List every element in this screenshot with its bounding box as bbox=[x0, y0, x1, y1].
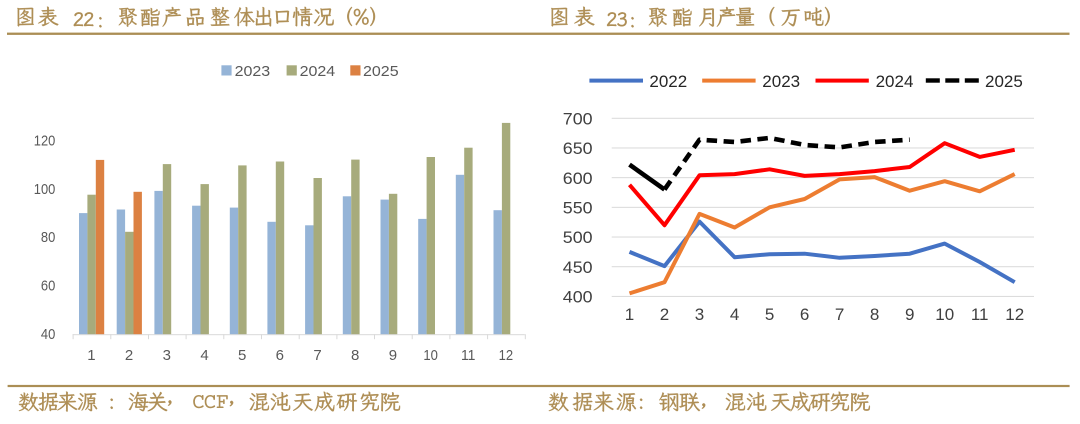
svg-text:12: 12 bbox=[499, 347, 514, 364]
svg-text:700: 700 bbox=[563, 110, 593, 129]
svg-text:2023: 2023 bbox=[762, 72, 800, 91]
svg-text:2025: 2025 bbox=[363, 63, 399, 80]
svg-text:2024: 2024 bbox=[876, 72, 914, 91]
svg-text:650: 650 bbox=[563, 139, 593, 158]
svg-text:5: 5 bbox=[765, 305, 774, 324]
svg-text:11: 11 bbox=[461, 347, 476, 364]
svg-text:11: 11 bbox=[971, 305, 989, 324]
svg-text:6: 6 bbox=[800, 305, 809, 324]
svg-text:60: 60 bbox=[41, 278, 55, 295]
svg-text:2024: 2024 bbox=[300, 63, 336, 80]
svg-text:100: 100 bbox=[34, 181, 56, 198]
svg-text:2025: 2025 bbox=[985, 72, 1023, 91]
svg-text:600: 600 bbox=[563, 169, 593, 188]
svg-text:10: 10 bbox=[423, 347, 438, 364]
svg-text:12: 12 bbox=[1005, 305, 1024, 324]
svg-text:9: 9 bbox=[389, 347, 397, 364]
svg-text:7: 7 bbox=[313, 347, 321, 364]
svg-text:9: 9 bbox=[905, 305, 914, 324]
svg-text:400: 400 bbox=[563, 288, 593, 307]
svg-text:3: 3 bbox=[695, 305, 704, 324]
svg-text:2022: 2022 bbox=[649, 72, 687, 91]
svg-text:450: 450 bbox=[563, 258, 593, 277]
svg-text:10: 10 bbox=[935, 305, 954, 324]
svg-text:6: 6 bbox=[276, 347, 284, 364]
svg-text:5: 5 bbox=[238, 347, 246, 364]
svg-text:550: 550 bbox=[563, 199, 593, 218]
svg-text:120: 120 bbox=[34, 133, 56, 150]
svg-text:1: 1 bbox=[87, 347, 95, 364]
svg-text:3: 3 bbox=[163, 347, 171, 364]
svg-text:2: 2 bbox=[125, 347, 133, 364]
svg-text:40: 40 bbox=[41, 326, 55, 343]
svg-text:2: 2 bbox=[660, 305, 669, 324]
svg-text:8: 8 bbox=[870, 305, 879, 324]
svg-text:2023: 2023 bbox=[235, 63, 271, 80]
svg-text:7: 7 bbox=[835, 305, 844, 324]
svg-text:4: 4 bbox=[200, 347, 208, 364]
svg-text:1: 1 bbox=[625, 305, 634, 324]
svg-text:500: 500 bbox=[563, 228, 593, 247]
svg-text:80: 80 bbox=[41, 229, 55, 246]
svg-text:8: 8 bbox=[351, 347, 359, 364]
svg-text:4: 4 bbox=[730, 305, 739, 324]
